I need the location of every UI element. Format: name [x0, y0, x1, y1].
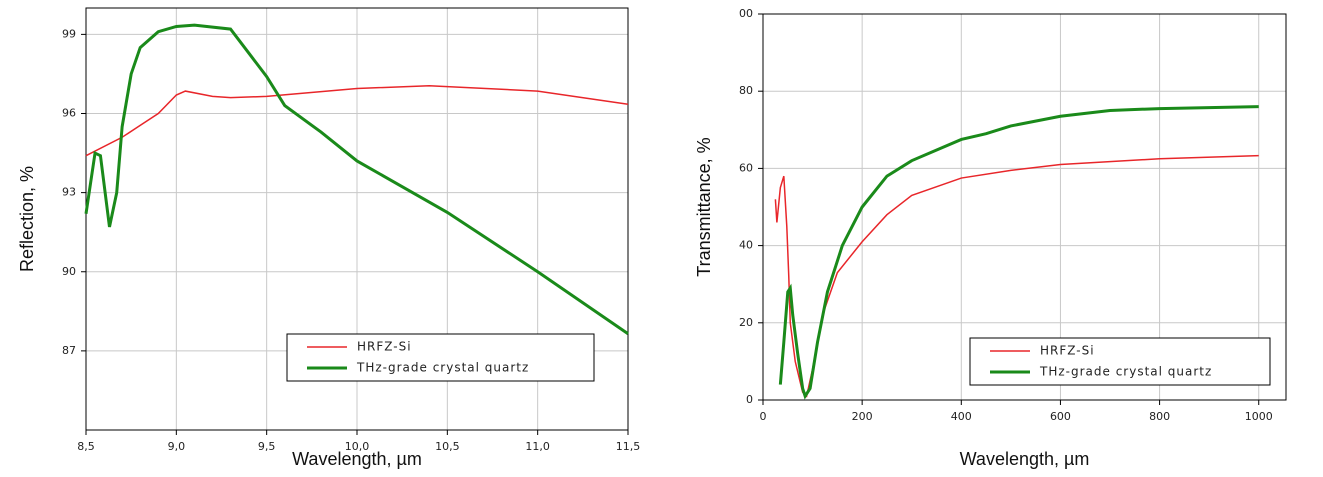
y-tick-label: 80 — [739, 84, 753, 97]
series-line — [85, 85, 629, 157]
plot-frame — [762, 13, 1287, 401]
legend-box — [286, 333, 595, 382]
x-axis-label: Wavelength, µm — [292, 449, 422, 469]
y-tick-label: 90 — [62, 265, 76, 278]
series-line — [84, 23, 629, 335]
x-tick-label: 10,0 — [345, 440, 370, 453]
x-tick-label: 0 — [760, 410, 767, 423]
legend-label: THz-grade crystal quartz — [1039, 365, 1212, 379]
y-tick-label: 87 — [62, 344, 76, 357]
x-axis-label: Wavelength, µm — [960, 449, 1090, 469]
legend-label: HRFZ-Si — [357, 340, 412, 354]
y-tick-label: 93 — [62, 186, 76, 199]
x-tick-label: 9,0 — [168, 440, 186, 453]
x-tick-label: 10,5 — [435, 440, 460, 453]
legend-label: THz-grade crystal quartz — [356, 361, 529, 375]
y-tick-label: 96 — [62, 107, 76, 120]
x-tick-label: 400 — [951, 410, 972, 423]
x-tick-label: 11,0 — [525, 440, 550, 453]
y-tick-label: 0 — [746, 393, 753, 406]
legend-box — [969, 337, 1271, 386]
x-tick-label: 600 — [1050, 410, 1071, 423]
legend-label: HRFZ-Si — [1040, 344, 1095, 358]
y-tick-label: 60 — [739, 161, 753, 174]
y-tick-label: 00 — [739, 7, 753, 20]
x-tick-label: 200 — [852, 410, 873, 423]
series-line — [778, 105, 1259, 400]
y-axis-label: Transmittance, % — [694, 137, 714, 276]
y-tick-label: 40 — [739, 239, 753, 252]
x-tick-label: 800 — [1149, 410, 1170, 423]
x-tick-label: 9,5 — [258, 440, 276, 453]
y-tick-label: 20 — [739, 316, 753, 329]
x-tick-label: 1000 — [1245, 410, 1273, 423]
y-axis-label: Reflection, % — [17, 166, 37, 272]
plot-frame — [85, 7, 629, 431]
x-tick-label: 11,5 — [616, 440, 641, 453]
x-tick-label: 8,5 — [77, 440, 95, 453]
y-tick-label: 99 — [62, 27, 76, 40]
